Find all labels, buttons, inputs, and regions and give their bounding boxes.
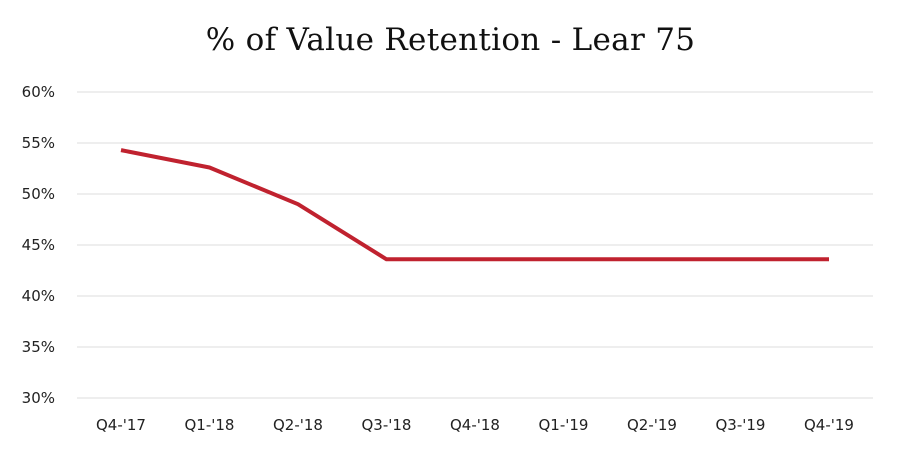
y-axis-tick-labels: 30% 35% 40% 45% 50% 55% 60% <box>22 83 55 407</box>
chart-title: % of Value Retention - Lear 75 <box>205 22 696 58</box>
y-tick-label: 55% <box>22 134 55 152</box>
gridlines <box>77 91 873 399</box>
x-tick-label: Q3-'18 <box>362 416 412 434</box>
y-tick-label: 50% <box>22 185 55 203</box>
y-tick-label: 35% <box>22 338 55 356</box>
series-group <box>120 148 829 262</box>
x-tick-label: Q1-'18 <box>185 416 235 434</box>
y-tick-label: 30% <box>22 389 55 407</box>
series-line <box>120 148 829 262</box>
x-tick-label: Q4-'17 <box>96 416 146 434</box>
y-tick-label: 60% <box>22 83 55 101</box>
x-tick-label: Q3-'19 <box>716 416 766 434</box>
x-tick-label: Q4-'18 <box>450 416 500 434</box>
x-tick-label: Q2-'19 <box>627 416 677 434</box>
y-tick-label: 40% <box>22 287 55 305</box>
x-tick-label: Q2-'18 <box>273 416 323 434</box>
x-tick-label: Q4-'19 <box>804 416 854 434</box>
x-axis-tick-labels: Q4-'17 Q1-'18 Q2-'18 Q3-'18 Q4-'18 Q1-'19 Q2-'… <box>96 416 854 434</box>
y-tick-label: 45% <box>22 236 55 254</box>
x-tick-label: Q1-'19 <box>539 416 589 434</box>
